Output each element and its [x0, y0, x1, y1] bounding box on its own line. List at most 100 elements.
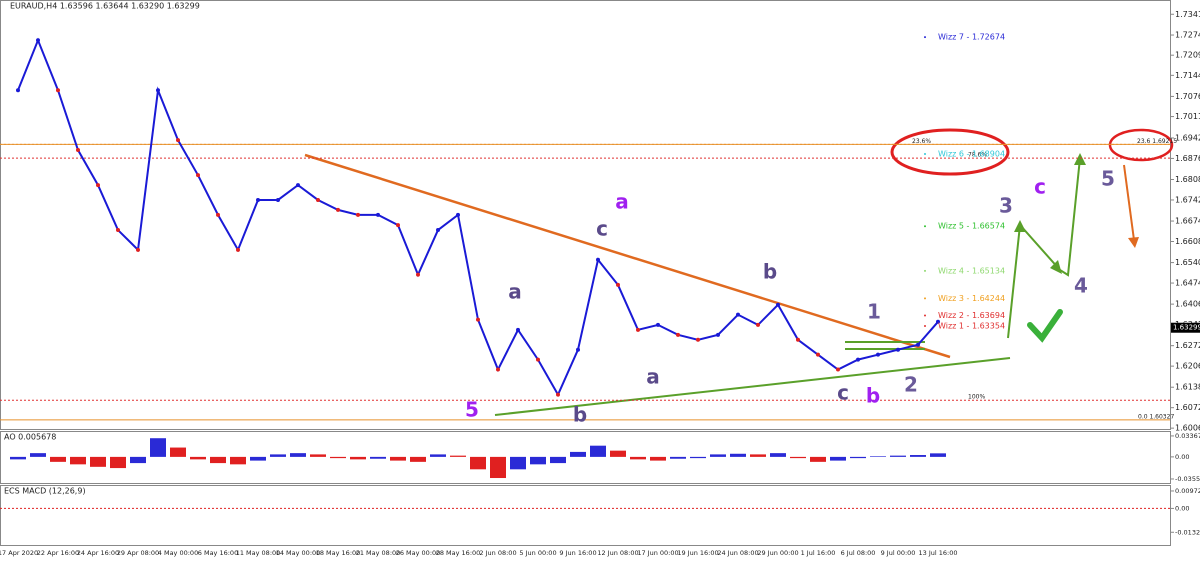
price-point — [596, 257, 600, 262]
ao-bar — [30, 453, 46, 457]
price-point — [56, 88, 60, 93]
fib-label: 78.6% — [968, 152, 987, 159]
ao-bar — [790, 456, 806, 459]
price-point — [416, 272, 420, 277]
y-tick-label: 1.70110 — [1175, 112, 1200, 121]
price-point — [76, 148, 80, 153]
price-point — [376, 212, 380, 217]
level-marker — [924, 152, 926, 155]
wave-label: a — [615, 190, 629, 214]
price-point — [516, 327, 520, 332]
ao-bar — [910, 455, 926, 457]
price-point — [716, 332, 720, 337]
price-point — [676, 332, 680, 337]
y-tick-label: 1.66080 — [1175, 237, 1200, 246]
ao-bar — [270, 454, 286, 457]
ao-bar — [770, 453, 786, 457]
ao-bar — [410, 456, 426, 462]
x-tick-label: 21 May 08:00 — [356, 549, 401, 557]
ao-bar — [50, 456, 66, 462]
ao-frame — [0, 431, 1171, 484]
price-point — [256, 197, 260, 202]
y-tick-label: 1.68080 — [1175, 175, 1200, 184]
price-point — [756, 322, 760, 327]
ao-bar — [130, 456, 146, 464]
level-label: Wizz 7 - 1.72674 — [938, 33, 1005, 42]
level-label: Wizz 5 - 1.66574 — [938, 222, 1005, 231]
ao-bar — [350, 456, 366, 460]
ao-bar — [510, 456, 526, 470]
y-tick-label: 1.60060 — [1175, 424, 1200, 433]
ao-bar — [830, 456, 846, 461]
price-point — [636, 327, 640, 332]
ao-bar — [250, 456, 266, 461]
support-trendline — [494, 357, 1011, 416]
arrowhead — [1074, 153, 1086, 165]
x-tick-label: 18 May 16:00 — [316, 549, 361, 557]
price-point — [616, 282, 620, 287]
price-point — [796, 337, 800, 342]
price-point — [216, 212, 220, 217]
x-tick-label: 19 Jun 16:00 — [677, 549, 718, 557]
price-point — [816, 352, 820, 357]
x-tick-label: 6 May 16:00 — [198, 549, 238, 557]
price-point — [876, 352, 880, 357]
ao-bar — [630, 456, 646, 460]
price-point — [456, 212, 460, 217]
level-label: Wizz 2 - 1.63694 — [938, 311, 1005, 320]
level-label: Wizz 3 - 1.64244 — [938, 294, 1005, 303]
macd-frame — [0, 485, 1171, 546]
macd-title: ECS MACD (12,26,9) — [4, 487, 86, 496]
resistance-trendline — [304, 153, 951, 359]
level-marker — [924, 297, 926, 300]
price-point — [356, 212, 360, 217]
x-tick-label: 9 Jun 16:00 — [559, 549, 596, 557]
wave-label: b — [763, 260, 777, 284]
y-tick-label: 1.61380 — [1175, 383, 1200, 392]
ao-bar — [370, 456, 386, 459]
x-tick-label: 17 Apr 2020 — [0, 549, 38, 557]
y-tick-label: 1.64740 — [1175, 279, 1200, 288]
price-point — [736, 312, 740, 317]
x-tick-label: 13 Jul 16:00 — [919, 549, 958, 557]
price-point — [476, 317, 480, 322]
wave-label: b — [573, 403, 587, 427]
ao-bar — [550, 456, 566, 464]
ao-bar — [610, 450, 626, 457]
ao-bar — [430, 454, 446, 457]
ao-bar — [390, 456, 406, 461]
y-tick-label: 1.65400 — [1175, 258, 1200, 267]
price-point — [896, 347, 900, 352]
y-tick-label: 1.70760 — [1175, 92, 1200, 101]
fib-label: 100% — [968, 394, 985, 401]
price-point — [276, 197, 280, 202]
x-tick-label: 29 Jun 00:00 — [757, 549, 798, 557]
ao-tick-label: -0.035519 — [1175, 475, 1200, 483]
y-tick-label: 1.72740 — [1175, 31, 1200, 40]
price-point — [436, 228, 440, 233]
level-marker — [924, 225, 926, 228]
ao-bar — [10, 456, 26, 460]
y-tick-label: 1.72090 — [1175, 51, 1200, 60]
level-label: Wizz 4 - 1.65134 — [938, 266, 1005, 275]
y-tick-label: 1.66740 — [1175, 217, 1200, 226]
ao-bar — [110, 456, 126, 469]
price-point — [16, 88, 20, 93]
x-tick-label: 24 Jun 08:00 — [717, 549, 758, 557]
y-tick-label: 1.64060 — [1175, 300, 1200, 309]
price-point — [556, 392, 560, 397]
wave-label: a — [508, 280, 522, 304]
price-point — [316, 197, 320, 202]
price-point — [336, 207, 340, 212]
ao-bar — [870, 456, 886, 457]
macd-tick-label: -0.013299 — [1175, 528, 1200, 536]
ao-bar — [70, 456, 86, 465]
ao-bar — [730, 453, 746, 457]
price-point — [136, 247, 140, 252]
x-tick-label: 24 Apr 16:00 — [77, 549, 119, 557]
x-tick-label: 5 Jun 00:00 — [519, 549, 556, 557]
wave-label: c — [1034, 175, 1046, 199]
main-frame — [0, 0, 1171, 430]
